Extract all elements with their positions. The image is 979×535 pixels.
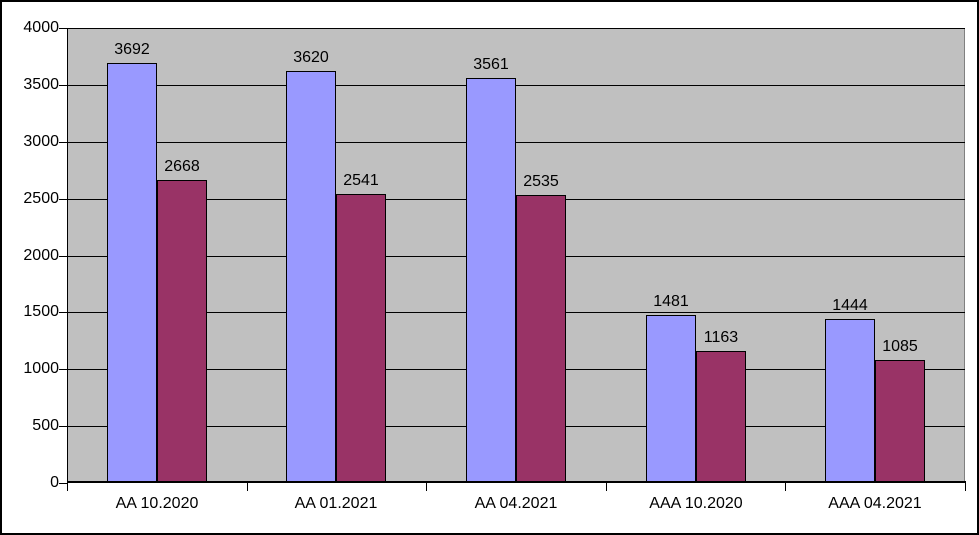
x-axis-category-label: AA 01.2021 (294, 495, 378, 512)
bar[interactable] (107, 63, 157, 483)
bar-value-label: 3561 (473, 56, 509, 73)
x-axis-tick (785, 483, 786, 491)
y-axis-tick (59, 256, 67, 257)
bar[interactable] (466, 78, 516, 483)
bar[interactable] (516, 195, 566, 483)
bar-value-label: 2535 (523, 173, 559, 190)
bar-value-label: 1481 (653, 293, 689, 310)
y-axis-tick (59, 28, 67, 29)
y-axis-tick-label: 0 (50, 474, 59, 491)
y-axis-tick (59, 369, 67, 370)
bar[interactable] (286, 71, 336, 483)
y-axis-tick-label: 1500 (23, 303, 59, 320)
y-axis-tick (59, 199, 67, 200)
gridline (67, 85, 965, 86)
y-axis-tick-label: 2000 (23, 247, 59, 264)
x-axis-category-label: AAA 10.2020 (649, 495, 743, 512)
bar-value-label: 2541 (343, 172, 379, 189)
bar-value-label: 1085 (882, 338, 918, 355)
x-axis-tick (426, 483, 427, 491)
y-axis-tick (59, 426, 67, 427)
y-axis-tick (59, 85, 67, 86)
bar-value-label: 2668 (164, 158, 200, 175)
bar[interactable] (157, 180, 207, 483)
y-axis-tick-label: 3000 (23, 133, 59, 150)
y-axis-tick-label: 500 (32, 417, 59, 434)
x-axis-category-label: AA 04.2021 (474, 495, 558, 512)
plot-area: 3692 3620 3561 1481 1444 2668 2541 2535 1163 1085 (67, 28, 965, 483)
bar[interactable] (336, 194, 386, 483)
y-axis-tick-label: 4000 (23, 19, 59, 36)
bar-value-label: 3692 (114, 41, 150, 58)
bar[interactable] (646, 315, 696, 483)
x-axis-tick (247, 483, 248, 491)
x-axis-tick (606, 483, 607, 491)
bar[interactable] (696, 351, 746, 483)
y-axis-tick (59, 483, 67, 484)
x-axis-category-label: AAA 04.2021 (828, 495, 922, 512)
gridline (67, 142, 965, 143)
y-axis-line (67, 28, 68, 483)
bar-value-label: 1444 (832, 297, 868, 314)
bar[interactable] (875, 360, 925, 483)
y-axis-tick-label: 2500 (23, 190, 59, 207)
y-axis-tick-label: 3500 (23, 76, 59, 93)
bar-value-label: 1163 (703, 329, 739, 346)
x-axis-category-label: AA 10.2020 (115, 495, 199, 512)
bar-value-label: 3620 (293, 49, 329, 66)
gridline (67, 28, 965, 29)
x-axis-line (67, 481, 966, 483)
y-axis-tick-label: 1000 (23, 360, 59, 377)
x-axis-tick (965, 483, 966, 491)
x-axis-tick (67, 483, 68, 491)
y-axis-tick (59, 142, 67, 143)
y-axis-tick (59, 312, 67, 313)
